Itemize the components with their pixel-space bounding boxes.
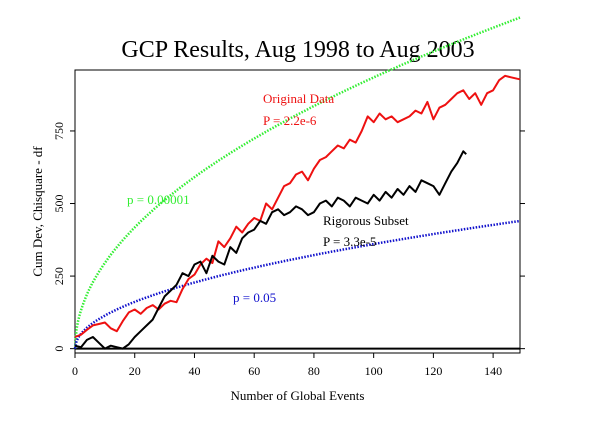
plot-frame [74, 69, 521, 354]
x-tick-label: 0 [72, 364, 78, 378]
reference-label-p-00001: p = 0.00001 [127, 192, 190, 207]
y-tick-label: 0 [52, 346, 66, 352]
series-line [74, 74, 521, 338]
x-tick-label: 100 [365, 364, 383, 378]
x-tick-label: 20 [129, 364, 141, 378]
series-line [74, 150, 467, 350]
annotations: Original Data P = 2.2e-6 Rigorous Subset P … [127, 91, 409, 305]
x-tick-label: 40 [188, 364, 200, 378]
series-label-original-data: Original Data [263, 91, 334, 106]
series-label-rigorous-subset: Rigorous Subset [323, 213, 409, 228]
data-series [74, 74, 521, 350]
chart-title: GCP Results, Aug 1998 to Aug 2003 [121, 37, 474, 63]
reference-label-p-005: p = 0.05 [233, 290, 276, 305]
reference-curve [73, 16, 521, 349]
x-tick-label: 60 [248, 364, 260, 378]
series-p-value-original-data: P = 2.2e-6 [263, 113, 317, 128]
x-axis-label: Number of Global Events [231, 388, 365, 403]
reference-curves [73, 16, 521, 349]
y-tick-label: 750 [52, 122, 66, 140]
x-tick-label: 140 [484, 364, 502, 378]
y-tick-label: 250 [52, 267, 66, 285]
x-tick-label: 120 [424, 364, 442, 378]
axis-ticks: 0 20 40 60 80 100 120 140 0 250 500 750 [52, 122, 525, 378]
y-axis-label: Cum Dev, Chisquare - df [30, 146, 45, 277]
series-p-value-rigorous-subset: P = 3.3e-5 [323, 234, 376, 249]
y-tick-label: 500 [52, 195, 66, 213]
x-tick-label: 80 [308, 364, 320, 378]
